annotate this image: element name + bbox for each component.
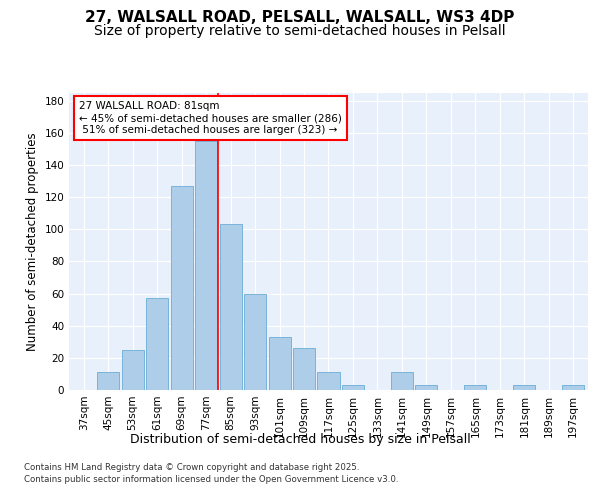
Bar (146, 298, 168, 390)
Bar (97, 372, 119, 390)
Text: 27 WALSALL ROAD: 81sqm
← 45% of semi-detached houses are smaller (286)
 51% of s: 27 WALSALL ROAD: 81sqm ← 45% of semi-det… (79, 102, 342, 134)
Text: Contains public sector information licensed under the Open Government Licence v3: Contains public sector information licen… (24, 475, 398, 484)
Bar (195, 140, 217, 390)
Bar (514, 385, 535, 390)
Y-axis label: Number of semi-detached properties: Number of semi-detached properties (26, 132, 39, 350)
Bar (220, 224, 242, 390)
Bar (317, 372, 340, 390)
Text: 27, WALSALL ROAD, PELSALL, WALSALL, WS3 4DP: 27, WALSALL ROAD, PELSALL, WALSALL, WS3 … (85, 10, 515, 25)
Text: Distribution of semi-detached houses by size in Pelsall: Distribution of semi-detached houses by … (130, 432, 470, 446)
Bar (391, 372, 413, 390)
Bar (415, 385, 437, 390)
Bar (293, 348, 315, 390)
Bar (562, 385, 584, 390)
Text: Contains HM Land Registry data © Crown copyright and database right 2025.: Contains HM Land Registry data © Crown c… (24, 462, 359, 471)
Bar (244, 294, 266, 390)
Bar (342, 385, 364, 390)
Bar (464, 385, 487, 390)
Bar (269, 337, 290, 390)
Bar (170, 186, 193, 390)
Text: Size of property relative to semi-detached houses in Pelsall: Size of property relative to semi-detach… (94, 24, 506, 38)
Bar (122, 350, 143, 390)
